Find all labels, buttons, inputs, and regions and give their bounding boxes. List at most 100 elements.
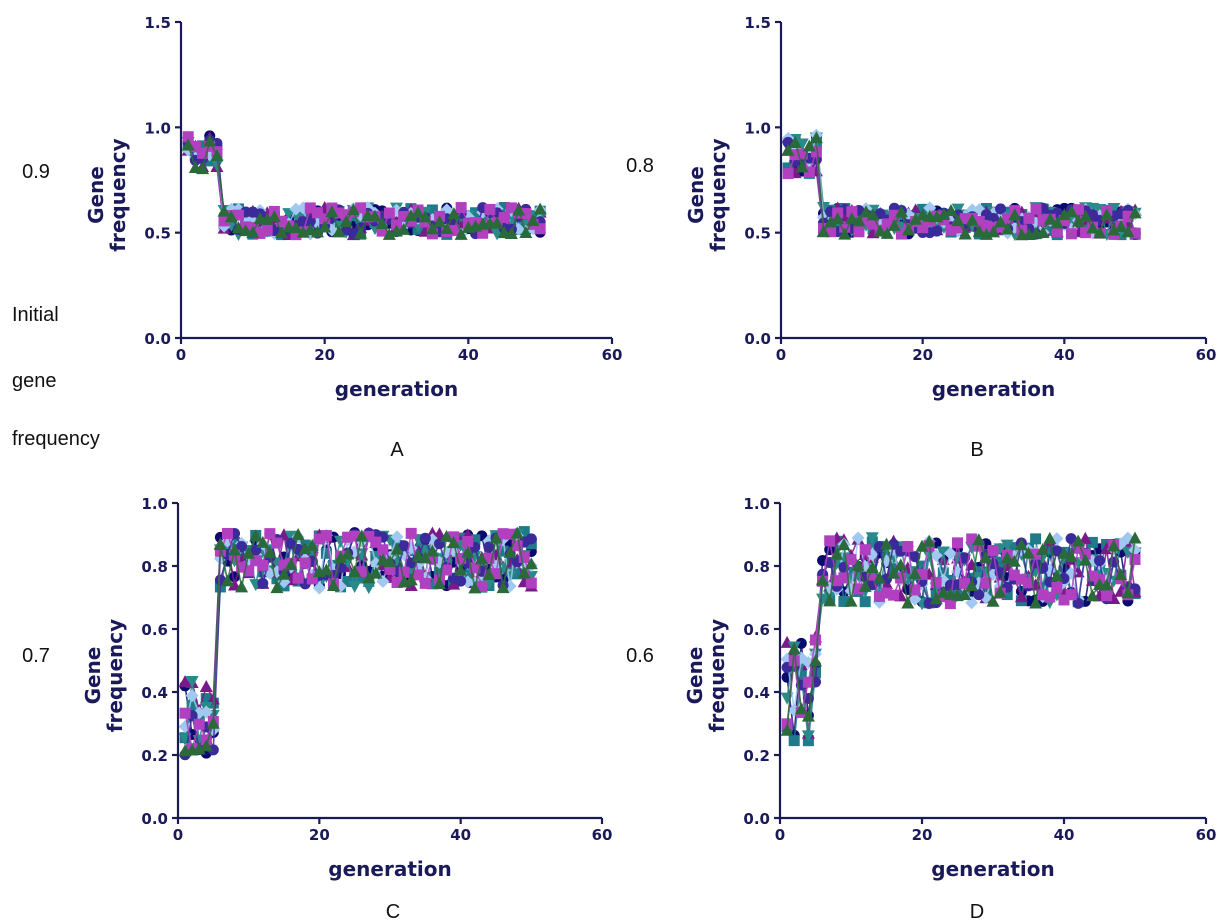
data-point-D-4-6 [816,593,830,606]
data-point-D-8-48 [1114,568,1128,581]
data-point-D-8-19 [908,567,922,580]
data-point-C-7-19 [306,573,318,585]
data-point-B-8-37 [1036,225,1050,238]
data-point-C-7-12 [257,559,269,571]
data-point-D-2-31 [994,556,1006,568]
data-point-D-8-40 [1057,546,1071,559]
data-point-A-8-34 [418,210,432,223]
data-point-B-7-39 [1051,226,1063,238]
data-point-D-8-21 [922,534,936,547]
data-point-D-8-29 [979,551,993,564]
data-point-C-8-36 [425,544,439,557]
data-point-D-2-20 [916,560,928,572]
data-point-D-7-41 [1065,589,1077,601]
initial-value-B: 0.8 [626,155,654,177]
data-point-A-7-28 [376,225,388,237]
data-point-C-8-26 [355,529,369,542]
data-point-A-2-45 [498,202,510,214]
data-point-A-8-5 [210,149,224,162]
data-point-D-2-37 [1037,581,1049,593]
data-point-A-2-35 [426,204,438,216]
x-tick-label-D-1: 20 [912,826,933,844]
data-point-B-7-15 [881,218,893,230]
data-point-D-5-24 [943,546,957,560]
data-point-C-2-49 [518,526,530,538]
y-tick-label-C-2: 0.4 [141,684,168,702]
y-tick-label-B-3: 1.5 [744,14,771,32]
data-point-C-7-38 [441,564,453,576]
data-point-D-2-12 [859,596,871,608]
data-point-B-7-40 [1058,215,1070,227]
data-point-A-7-48 [520,207,532,219]
y-tick-label-A-1: 0.5 [144,225,171,243]
data-point-A-7-1 [182,131,194,143]
data-point-D-2-44 [1086,536,1098,548]
data-point-C-3-39 [447,577,461,590]
data-point-B-7-25 [952,222,964,234]
data-point-A-7-18 [304,202,316,214]
data-point-C-7-46 [497,528,509,540]
data-point-B-8-25 [951,214,965,227]
data-point-B-8-47 [1107,223,1121,236]
data-point-C-8-3 [192,742,206,755]
data-point-C-7-36 [426,552,438,564]
side-label-line2: gene [12,370,57,392]
data-point-D-8-28 [972,533,986,546]
data-point-C-7-33 [405,527,417,539]
data-point-C-6-35 [419,532,431,544]
data-point-B-7-26 [959,213,971,225]
panel-letter-D: D [970,901,984,920]
data-point-D-7-17 [895,572,907,584]
data-point-A-8-13 [267,210,281,223]
data-point-B-8-46 [1100,208,1114,221]
data-point-A-8-20 [318,220,332,233]
data-point-D-6-28 [973,589,985,601]
y-axis-title-C-line1: Gene [81,647,105,705]
data-point-C-8-30 [383,555,397,568]
data-point-A-8-44 [490,216,504,229]
data-point-A-8-48 [519,226,533,239]
data-point-B-6-31 [995,203,1007,215]
data-point-A-8-25 [354,226,368,239]
data-point-B-8-49 [1121,225,1135,238]
data-point-D-8-36 [1029,596,1043,609]
data-point-B-8-10 [845,212,859,225]
side-label-line1: Initial [12,304,59,326]
y-tick-label-C-5: 1.0 [141,495,168,513]
y-tick-label-D-3: 0.6 [743,621,770,639]
data-point-B-7-42 [1073,204,1084,216]
x-tick-label-D-3: 60 [1196,826,1217,844]
data-point-C-2-25 [349,572,361,584]
data-point-D-7-24 [944,598,956,610]
data-point-C-3-37 [432,527,446,540]
x-axis-title-A: generation [335,377,458,401]
side-label-line3: frequency [12,428,100,450]
data-point-D-8-16 [887,566,901,579]
data-point-A-8-47 [512,203,526,216]
data-point-A-8-36 [433,215,447,228]
data-point-B-7-12 [860,214,872,226]
data-point-D-8-1 [780,723,794,736]
data-point-B-8-23 [937,207,951,220]
data-point-A-7-43 [484,203,496,215]
data-point-B-8-17 [894,205,908,218]
data-point-C-8-34 [411,549,425,562]
data-point-B-8-40 [1057,208,1071,221]
data-point-C-4-47 [503,570,517,583]
data-point-C-8-44 [482,567,496,580]
data-point-D-8-47 [1107,539,1121,552]
data-point-A-8-24 [346,203,360,216]
data-point-C-6-50 [525,533,537,545]
x-tick-label-B-3: 60 [1196,346,1217,364]
data-point-D-8-49 [1121,586,1135,599]
data-point-C-8-31 [390,542,404,555]
data-point-C-7-11 [250,555,262,567]
y-tick-label-C-0: 0.0 [141,810,168,828]
data-point-A-7-29 [383,207,395,219]
panel-letter-B: B [970,439,983,461]
x-axis-title-C: generation [328,857,451,881]
data-point-D-8-31 [993,585,1007,598]
data-point-D-7-33 [1008,569,1020,581]
data-point-D-2-38 [1044,543,1056,555]
